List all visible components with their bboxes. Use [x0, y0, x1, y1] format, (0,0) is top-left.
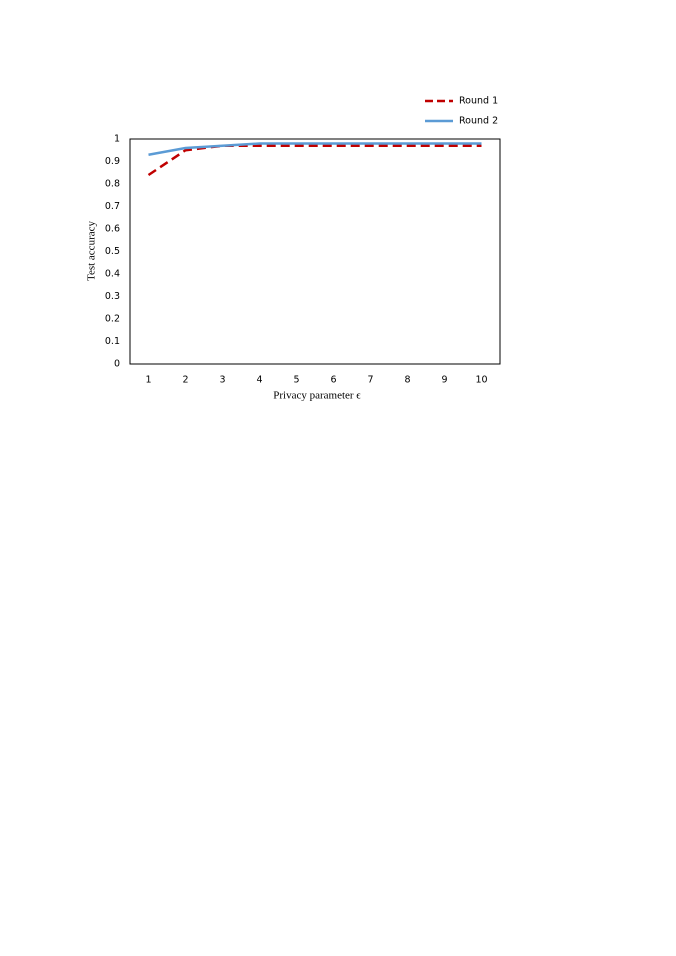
y-tick-label: 0.3: [105, 291, 120, 302]
x-tick-label: 4: [256, 375, 262, 386]
y-tick-label: 0.6: [105, 224, 120, 235]
y-tick-label: 0.2: [105, 314, 120, 325]
y-tick-label: 0.9: [105, 156, 120, 167]
x-tick-label: 2: [182, 375, 188, 386]
series-line: [148, 142, 482, 156]
y-tick-label: 1: [114, 134, 120, 145]
x-axis-label: Privacy parameter ϵ: [273, 390, 361, 402]
y-axis-label: Test accuracy: [86, 221, 98, 281]
plot-frame: [129, 138, 501, 365]
y-tick-label: 0.4: [105, 269, 120, 280]
legend-label: Round 2: [459, 116, 498, 127]
y-tick-label: 0.7: [105, 201, 120, 212]
y-tick-label: 0.5: [105, 246, 120, 257]
y-tick-label: 0.1: [105, 336, 120, 347]
x-tick-label: 1: [145, 375, 151, 386]
x-tick-label: 9: [441, 375, 447, 386]
x-tick-label: 6: [330, 375, 336, 386]
x-tick-label: 7: [367, 375, 373, 386]
legend-label: Round 1: [459, 96, 498, 107]
x-tick-label: 8: [404, 375, 410, 386]
y-tick-label: 0: [114, 359, 120, 370]
x-tick-label: 5: [293, 375, 299, 386]
y-tick-label: 0.8: [105, 179, 120, 190]
x-tick-label: 3: [219, 375, 225, 386]
x-tick-label: 10: [475, 375, 487, 386]
